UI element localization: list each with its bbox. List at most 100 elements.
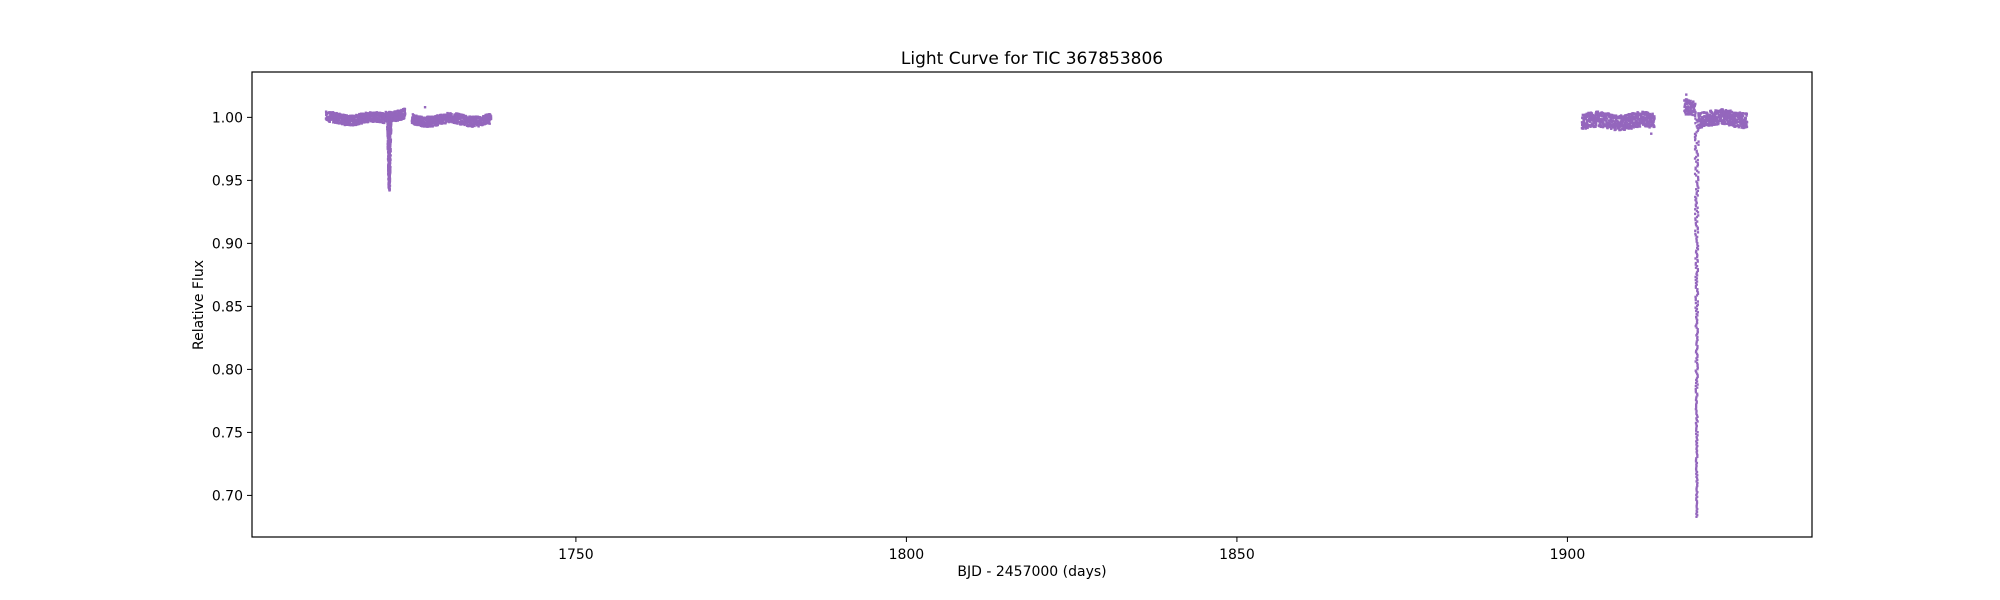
flux-point (1696, 335, 1699, 339)
flux-point (1695, 151, 1698, 154)
flux-point (1695, 441, 1699, 445)
flux-point (1696, 220, 1699, 223)
flux-point (1613, 121, 1617, 124)
flux-point (335, 113, 339, 117)
flux-point (1706, 113, 1709, 116)
flux-point (1588, 111, 1591, 115)
flux-point (399, 116, 402, 119)
flux-point (1695, 377, 1699, 380)
flux-point (475, 118, 478, 121)
flux-point (1696, 355, 1699, 359)
flux-point (1639, 120, 1642, 123)
flux-point (416, 118, 419, 121)
flux-point (1696, 364, 1699, 368)
transit-dip (386, 117, 393, 192)
flux-point (1591, 114, 1594, 117)
flux-point (1605, 113, 1609, 117)
flux-point (1695, 417, 1698, 420)
flux-point (1695, 320, 1699, 323)
flux-point (1652, 119, 1656, 122)
flux-point (1718, 113, 1721, 117)
flux-point (364, 113, 367, 117)
flux-point (1728, 112, 1732, 115)
flux-point (1694, 295, 1697, 299)
flux-point (460, 119, 463, 122)
flux-point (1694, 458, 1698, 462)
flux-point (1740, 116, 1744, 120)
flux-point (390, 129, 393, 132)
flux-point (1586, 126, 1589, 130)
flux-point (1696, 329, 1699, 332)
flux-point (1619, 128, 1622, 132)
flux-point (1598, 120, 1602, 123)
flux-point (1696, 243, 1699, 246)
flux-point (1640, 118, 1644, 122)
flux-point (1695, 341, 1698, 345)
flux-point (414, 123, 418, 126)
flux-point (1712, 122, 1716, 125)
flux-point (1584, 127, 1587, 130)
flux-point (1605, 117, 1609, 120)
flux-point (1695, 201, 1698, 205)
flux-point (1690, 106, 1693, 109)
flux-point (1695, 447, 1698, 451)
flux-point (1603, 124, 1607, 127)
flux-point (1728, 118, 1732, 122)
flux-point (1694, 261, 1697, 265)
flux-point (1609, 124, 1613, 128)
flux-point (1706, 116, 1710, 119)
flux-point (1696, 392, 1699, 395)
flux-outlier-point (1650, 132, 1653, 135)
flux-point (1740, 117, 1743, 121)
flux-point (1694, 121, 1697, 125)
flux-point (456, 122, 459, 125)
flux-point (1581, 113, 1585, 117)
flux-point (384, 110, 387, 114)
flux-point (1695, 249, 1698, 252)
flux-point (489, 117, 493, 120)
flux-point (1719, 116, 1723, 120)
flux-point (1639, 112, 1642, 115)
flux-point (1636, 115, 1639, 119)
flux-point (1695, 418, 1698, 422)
flux-point (1638, 125, 1642, 128)
flux-point (1745, 112, 1749, 116)
flux-point (1634, 118, 1637, 121)
flux-point (1694, 391, 1697, 394)
flux-point (1622, 119, 1625, 123)
flux-point (1694, 315, 1698, 319)
flux-point (1597, 116, 1600, 119)
flux-point (439, 122, 443, 125)
flux-point (1696, 514, 1699, 517)
flux-point (1696, 454, 1699, 457)
flux-point (488, 118, 491, 122)
y-tick-label: 0.75 (212, 425, 243, 441)
flux-point (1729, 109, 1732, 112)
flux-point (437, 121, 441, 125)
flux-point (1599, 117, 1602, 121)
flux-point (1695, 352, 1699, 355)
flux-point (454, 121, 457, 125)
flux-point (1695, 160, 1698, 163)
flux-point (1694, 266, 1698, 269)
flux-point (1695, 487, 1698, 491)
flux-point (398, 114, 402, 118)
flux-point (1696, 318, 1699, 322)
flux-point (357, 122, 361, 126)
flux-point (1695, 149, 1698, 153)
flux-point (1695, 401, 1698, 405)
flux-point (1696, 434, 1699, 437)
flux-point (1583, 116, 1587, 119)
flux-point (1694, 309, 1698, 312)
flux-point (335, 119, 338, 122)
flux-point (1696, 311, 1700, 314)
flux-point (348, 122, 352, 125)
flux-point (427, 122, 430, 126)
flux-point (381, 113, 384, 117)
flux-point (371, 111, 374, 114)
flux-point (1696, 372, 1699, 375)
flux-point (1695, 452, 1699, 455)
flux-point (1713, 122, 1717, 126)
flux-point (1692, 100, 1695, 104)
flux-point (1609, 117, 1612, 120)
